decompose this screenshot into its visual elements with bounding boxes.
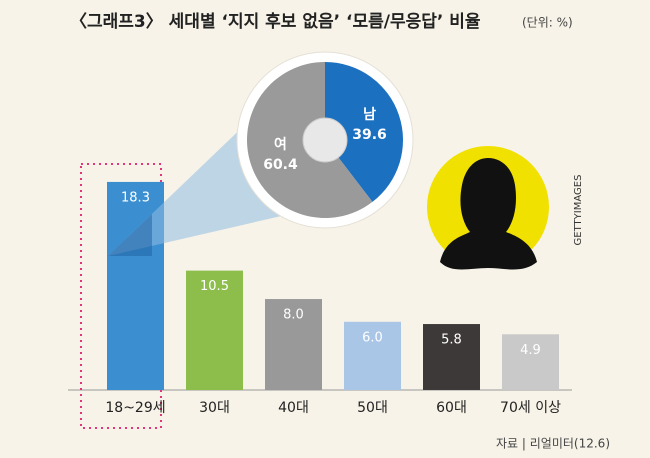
legend-label: 여 [274,136,287,153]
bar [344,321,401,390]
x-tick-label: 40대 [278,400,309,416]
x-tick-label: 60대 [436,400,467,416]
data-label: 60.4 [263,157,298,173]
value-label: 18.3 [121,190,150,205]
value-label: 6.0 [362,330,383,345]
value-label: 5.8 [441,333,462,348]
chart-subtitle: (단위: %) [522,16,573,30]
data-label: 39.6 [352,127,387,143]
bar [502,334,559,390]
value-label: 8.0 [283,308,304,323]
donut-slice [247,62,373,218]
x-tick-label: 50대 [357,400,388,416]
bar [186,270,243,390]
value-label: 4.9 [520,343,541,358]
donut-slice [325,62,403,202]
source: 자료 | 리얼미터(12.6) [496,437,610,451]
bar [423,324,480,390]
image-credit: GETTYIMAGES [573,175,584,246]
legend-label: 남 [363,106,376,123]
donut-hole [302,117,348,163]
zoom-projection-shade [108,214,152,256]
x-tick-label: 70세 이상 [500,400,561,416]
x-tick-label: 30대 [199,400,230,416]
silhouette [440,158,537,270]
bar [265,299,322,390]
x-tick-label: 18~29세 [105,400,165,416]
value-label: 10.5 [200,279,229,294]
chart-title: 〈그래프3〉 세대별 ‘지지 후보 없음’ ‘모름/무응답’ 비율 [70,11,481,32]
photo [427,146,549,270]
